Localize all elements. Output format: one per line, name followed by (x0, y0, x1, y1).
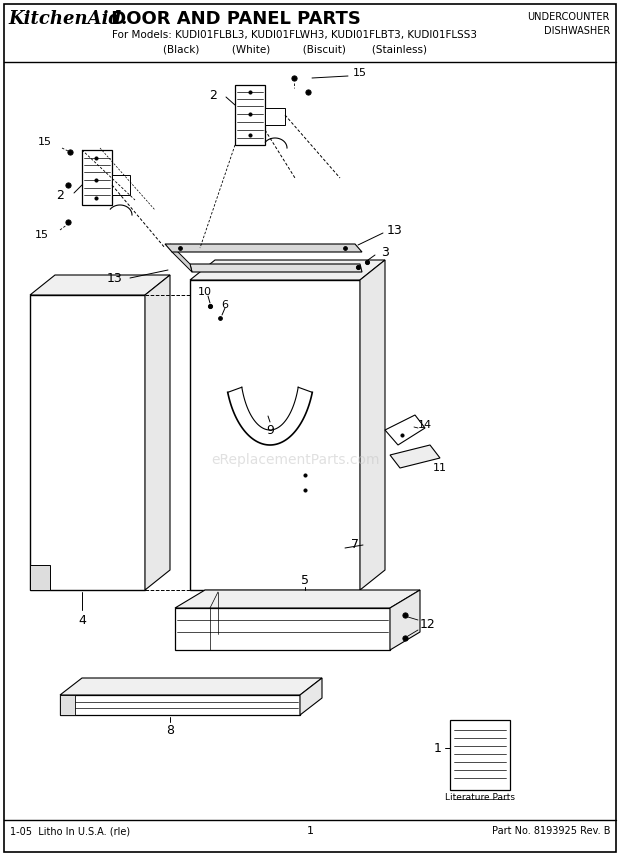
Text: 1: 1 (306, 826, 314, 836)
Text: Part No. 8193925 Rev. B: Part No. 8193925 Rev. B (492, 826, 610, 836)
Text: DOOR AND PANEL PARTS: DOOR AND PANEL PARTS (105, 10, 361, 28)
Polygon shape (30, 275, 170, 295)
Polygon shape (190, 260, 385, 280)
Polygon shape (190, 264, 362, 272)
Polygon shape (450, 720, 510, 790)
Polygon shape (30, 295, 145, 590)
Polygon shape (385, 415, 425, 445)
Polygon shape (190, 280, 360, 590)
Polygon shape (165, 244, 362, 252)
Polygon shape (112, 175, 130, 195)
Polygon shape (60, 678, 322, 695)
Text: 4: 4 (78, 614, 86, 627)
Polygon shape (390, 590, 420, 650)
Polygon shape (235, 85, 265, 145)
Text: eReplacementParts.com: eReplacementParts.com (211, 453, 379, 467)
Text: KitchenAid.: KitchenAid. (8, 10, 127, 28)
Text: 13: 13 (107, 271, 123, 284)
Polygon shape (170, 244, 192, 272)
Polygon shape (300, 678, 322, 715)
Polygon shape (175, 608, 390, 650)
Text: 15: 15 (35, 230, 49, 240)
Polygon shape (82, 150, 112, 205)
Text: For Models: KUDI01FLBL3, KUDI01FLWH3, KUDI01FLBT3, KUDI01FLSS3: For Models: KUDI01FLBL3, KUDI01FLWH3, KU… (112, 30, 477, 40)
Polygon shape (265, 108, 285, 125)
Text: 11: 11 (433, 463, 447, 473)
Text: DISHWASHER: DISHWASHER (544, 26, 610, 36)
Text: 8: 8 (166, 723, 174, 736)
Polygon shape (360, 260, 385, 590)
Text: UNDERCOUNTER: UNDERCOUNTER (528, 12, 610, 22)
Polygon shape (145, 275, 170, 590)
Text: 1-05  Litho In U.S.A. (rle): 1-05 Litho In U.S.A. (rle) (10, 826, 130, 836)
Text: 3: 3 (381, 246, 389, 259)
Text: 14: 14 (418, 420, 432, 430)
Polygon shape (60, 695, 75, 715)
Text: 12: 12 (420, 619, 436, 632)
Text: 15: 15 (38, 137, 52, 147)
Text: 15: 15 (353, 68, 367, 78)
Text: 7: 7 (351, 538, 359, 551)
Text: 9: 9 (266, 424, 274, 437)
Text: Literature Parts: Literature Parts (445, 794, 515, 803)
Polygon shape (390, 445, 440, 468)
Text: 1: 1 (434, 741, 442, 754)
Text: 6: 6 (221, 300, 229, 310)
Polygon shape (60, 695, 300, 715)
Text: (Black)          (White)          (Biscuit)        (Stainless): (Black) (White) (Biscuit) (Stainless) (163, 44, 427, 54)
Text: 2: 2 (56, 188, 64, 201)
Text: 2: 2 (209, 88, 217, 102)
Text: 5: 5 (301, 574, 309, 586)
Text: 10: 10 (198, 287, 212, 297)
Text: 13: 13 (387, 223, 403, 236)
Polygon shape (30, 565, 50, 590)
Polygon shape (175, 590, 420, 608)
